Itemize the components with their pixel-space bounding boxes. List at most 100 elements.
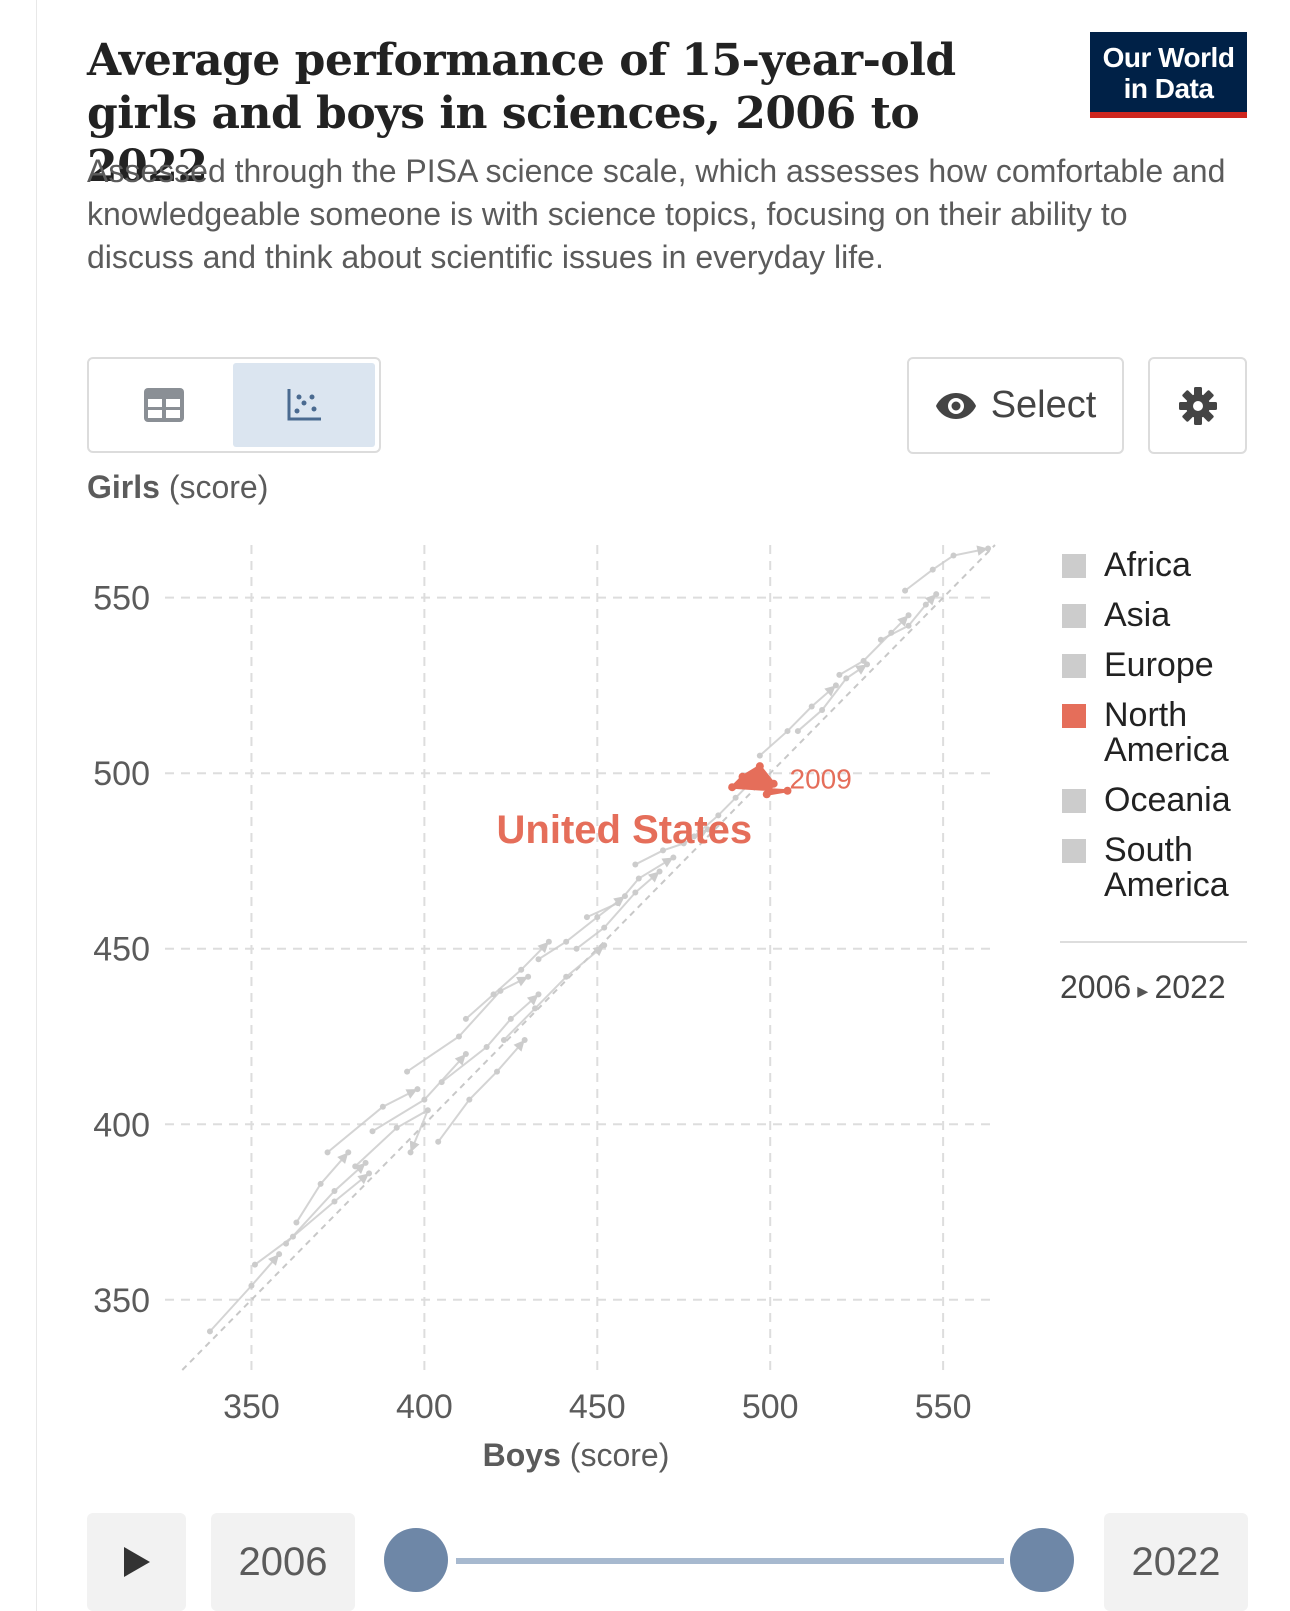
- legend-label: North: [1104, 696, 1187, 734]
- country-point: [317, 1180, 324, 1187]
- select-entities-button[interactable]: Select: [907, 357, 1124, 454]
- country-point: [455, 1033, 462, 1040]
- legend-label: Europe: [1104, 646, 1214, 684]
- country-point: [500, 1037, 507, 1043]
- country-trajectory: [441, 993, 540, 1083]
- country-point: [369, 1128, 376, 1135]
- y-tick-label: 350: [93, 1282, 150, 1320]
- country-arrowhead: [268, 1254, 280, 1266]
- timeline-start-handle[interactable]: [384, 1528, 448, 1592]
- country-point: [601, 924, 608, 931]
- country-trajectory: [575, 870, 661, 950]
- country-point: [251, 1261, 258, 1268]
- x-tick-label: 450: [569, 1388, 626, 1426]
- country-point: [535, 956, 542, 963]
- play-icon: [123, 1547, 150, 1577]
- left-border: [36, 0, 37, 1611]
- country-point: [462, 1015, 469, 1022]
- view-toggle: [87, 357, 381, 453]
- united-states-point: [769, 779, 778, 788]
- country-trajectory: [634, 828, 709, 866]
- country-arrowhead: [924, 594, 937, 606]
- country-point: [888, 629, 895, 636]
- legend-swatch: [1062, 839, 1086, 863]
- country-arrowhead: [976, 545, 989, 556]
- country-point: [404, 1068, 411, 1075]
- country-point: [922, 601, 929, 608]
- country-point: [756, 752, 763, 759]
- united-states-point: [738, 772, 747, 781]
- legend-swatch: [1062, 789, 1086, 813]
- play-button[interactable]: [87, 1513, 186, 1611]
- country-trajectory: [354, 1107, 430, 1168]
- settings-button[interactable]: [1148, 357, 1247, 454]
- country-trajectory: [371, 1053, 467, 1133]
- eye-icon: [935, 392, 976, 419]
- x-axis-label-bold: Boys: [483, 1437, 561, 1473]
- country-point: [635, 875, 642, 882]
- timeline-end-handle[interactable]: [1010, 1528, 1074, 1592]
- united-states-point: [728, 783, 737, 792]
- legend-label: Asia: [1104, 596, 1170, 634]
- country-trajectory: [209, 1253, 280, 1333]
- country-point: [680, 840, 687, 847]
- country-point: [518, 966, 525, 973]
- y-tick-label: 550: [93, 580, 150, 618]
- chart-subtitle: Assessed through the PISA science scale,…: [87, 153, 1226, 275]
- y-tick-label: 450: [93, 931, 150, 969]
- legend-swatch: [1062, 604, 1086, 628]
- country-arrowhead: [405, 1089, 418, 1099]
- time-range-label: 2006 ▸ 2022: [1060, 969, 1226, 1005]
- country-arrowhead: [526, 994, 539, 1006]
- country-arrowhead: [513, 1040, 525, 1052]
- table-view-button[interactable]: [93, 363, 235, 447]
- country-point: [583, 914, 590, 921]
- country-point: [507, 1015, 514, 1022]
- country-point: [563, 973, 570, 980]
- country-point: [836, 671, 843, 678]
- country-point: [660, 847, 666, 854]
- x-tick-label: 550: [915, 1388, 972, 1426]
- country-point: [563, 938, 570, 945]
- country-point: [494, 1068, 500, 1075]
- country-trajectory: [838, 614, 910, 676]
- country-point: [421, 1096, 428, 1103]
- country-point: [950, 552, 957, 559]
- country-point: [331, 1187, 338, 1194]
- country-trajectory: [254, 1172, 370, 1266]
- timeline-track[interactable]: [456, 1558, 1004, 1564]
- chart-view-button[interactable]: [233, 363, 375, 447]
- chart-area: 2009 United States 350 400 450 500 550 350 400 4…: [0, 470, 1290, 1490]
- owid-logo[interactable]: Our World in Data: [1090, 32, 1247, 118]
- y-axis-label-bold: Girls: [87, 470, 160, 505]
- country-point: [379, 1103, 386, 1110]
- country-point: [283, 1240, 290, 1247]
- y-axis-label-unit: (score): [160, 470, 268, 505]
- country-arrowhead: [454, 1054, 466, 1066]
- country-point: [794, 728, 801, 735]
- country-point: [732, 794, 739, 801]
- timeline-end-year[interactable]: 2022: [1104, 1513, 1248, 1611]
- country-point: [819, 707, 826, 713]
- logo-line-1: Our World: [1102, 42, 1235, 73]
- select-label: Select: [990, 384, 1097, 426]
- country-trajectory: [586, 856, 674, 919]
- united-states-year-label: 2009: [790, 764, 852, 795]
- country-trajectory: [503, 944, 605, 1041]
- legend-swatch: [1062, 704, 1086, 728]
- country-point: [532, 1005, 539, 1012]
- country-trajectory: [406, 975, 529, 1073]
- legend-swatch: [1062, 654, 1086, 678]
- country-point: [293, 1219, 300, 1226]
- country-point: [905, 622, 912, 629]
- country-arrowhead: [695, 829, 708, 840]
- timeline-start-year[interactable]: 2006: [211, 1513, 355, 1611]
- country-trajectory: [437, 1039, 526, 1143]
- country-point: [331, 1198, 338, 1205]
- legend-label: South: [1104, 831, 1193, 869]
- legend-label-line2: America: [1104, 731, 1229, 769]
- x-axis-label-unit: (score): [561, 1437, 669, 1473]
- country-point: [715, 812, 722, 819]
- country-point: [784, 728, 791, 735]
- country-point: [929, 566, 936, 573]
